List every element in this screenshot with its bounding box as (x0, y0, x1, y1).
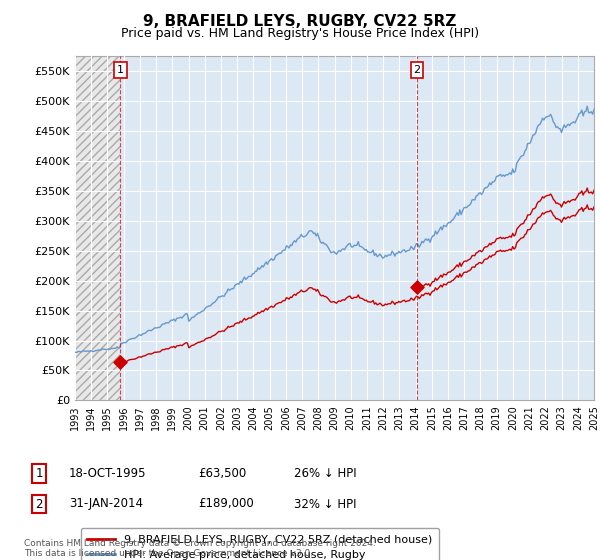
Text: 1: 1 (35, 466, 43, 480)
Bar (75, 56, 121, 400)
Text: 9, BRAFIELD LEYS, RUGBY, CV22 5RZ: 9, BRAFIELD LEYS, RUGBY, CV22 5RZ (143, 14, 457, 29)
Point (116, 358, 125, 367)
Text: £63,500: £63,500 (198, 466, 246, 480)
Text: Price paid vs. HM Land Registry's House Price Index (HPI): Price paid vs. HM Land Registry's House … (121, 27, 479, 40)
Text: 32% ↓ HPI: 32% ↓ HPI (294, 497, 356, 511)
Text: £189,000: £189,000 (198, 497, 254, 511)
Text: 2: 2 (413, 65, 421, 75)
Text: 31-JAN-2014: 31-JAN-2014 (69, 497, 143, 511)
Text: Contains HM Land Registry data © Crown copyright and database right 2024.
This d: Contains HM Land Registry data © Crown c… (24, 539, 376, 558)
Text: 18-OCT-1995: 18-OCT-1995 (69, 466, 146, 480)
Text: 1: 1 (117, 65, 124, 75)
Legend: 9, BRAFIELD LEYS, RUGBY, CV22 5RZ (detached house), HPI: Average price, detached: 9, BRAFIELD LEYS, RUGBY, CV22 5RZ (detac… (80, 528, 439, 560)
Text: 2: 2 (35, 497, 43, 511)
Text: 26% ↓ HPI: 26% ↓ HPI (294, 466, 356, 480)
Point (412, 283, 422, 292)
